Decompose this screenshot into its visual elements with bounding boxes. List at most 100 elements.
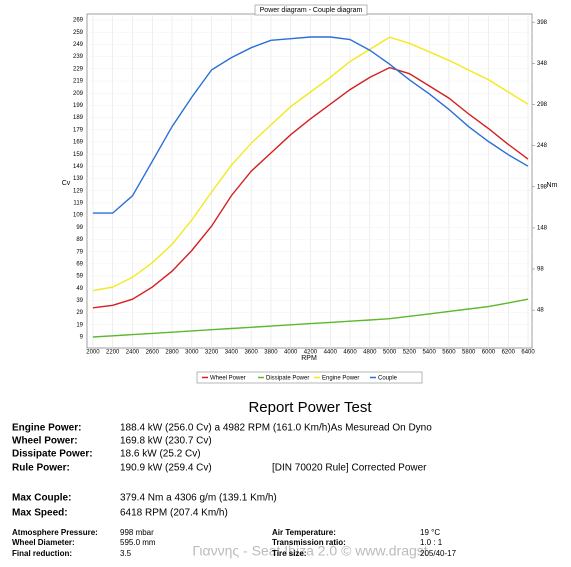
report-label: Engine Power: [12, 423, 81, 434]
x-tick-label: 6200 [502, 350, 516, 356]
y-tick-label: 49 [76, 286, 83, 292]
y2-tick-label: 248 [537, 143, 548, 149]
x-tick-label: 6000 [482, 350, 496, 356]
condition-label: Wheel Diameter: [12, 538, 75, 547]
series-line [92, 36, 529, 214]
y-tick-label: 119 [73, 201, 83, 207]
y-tick-label: 89 [76, 237, 83, 243]
report-label: Max Couple: [12, 493, 71, 504]
x-tick-label: 2400 [126, 350, 140, 356]
x-tick-label: 2000 [86, 350, 100, 356]
report-value: [DIN 70020 Rule] Corrected Power [272, 463, 427, 474]
series-line [92, 66, 529, 309]
condition-label: Atmosphere Pressure: [12, 528, 98, 537]
condition-label: Tire size: [272, 549, 307, 558]
report-label: Rule Power: [12, 463, 70, 474]
y2-tick-label: 298 [537, 102, 548, 108]
y-tick-label: 19 [76, 322, 83, 328]
y2-tick-label: 198 [537, 184, 548, 190]
y-tick-label: 99 [76, 225, 83, 231]
x-tick-label: 4600 [343, 350, 357, 356]
legend-box [196, 371, 423, 384]
y-tick-label: 219 [73, 79, 84, 85]
title-box [254, 4, 368, 16]
report-value: 379.4 Nm a 4306 g/m (139.1 Km/h) [120, 493, 277, 504]
y-tick-label: 179 [73, 127, 84, 133]
condition-label: Air Temperature: [272, 528, 336, 537]
x-tick-label: 3800 [264, 350, 278, 356]
legend-label: Engine Power [322, 376, 359, 382]
y-tick-label: 9 [80, 335, 84, 341]
series-line [92, 298, 529, 338]
x-tick-label: 5400 [422, 350, 436, 356]
condition-label: Transmission ratio: [272, 538, 346, 547]
y-tick-label: 149 [73, 164, 84, 170]
y2-tick-label: 98 [537, 267, 544, 273]
x-tick-label: 2800 [165, 350, 179, 356]
report-title: Report Power Test [248, 399, 372, 416]
chart-title: Power diagram - Couple diagram [260, 7, 363, 14]
condition-value: 595.0 mm [120, 538, 156, 547]
x-tick-label: 4200 [304, 350, 318, 356]
y-tick-label: 69 [76, 261, 83, 267]
report-label: Wheel Power: [12, 436, 78, 447]
y2-axis-label: Nm [547, 182, 558, 189]
y-tick-label: 239 [73, 54, 84, 60]
legend-label: Couple [378, 376, 398, 382]
plot-frame [86, 13, 533, 349]
x-tick-label: 3400 [225, 350, 239, 356]
y-tick-label: 269 [73, 18, 84, 24]
report-value: 6418 RPM (207.4 Km/h) [120, 508, 228, 519]
y-tick-label: 59 [76, 274, 83, 280]
x-tick-label: 4400 [324, 350, 338, 356]
legend-label: Dissipate Power [266, 376, 309, 382]
legend-label: Wheel Power [210, 376, 246, 382]
x-tick-label: 5000 [383, 350, 397, 356]
y-tick-label: 259 [73, 30, 84, 36]
y2-tick-label: 348 [537, 61, 548, 67]
x-tick-label: 6400 [521, 350, 535, 356]
y-tick-label: 209 [73, 91, 84, 97]
y-tick-label: 129 [73, 188, 84, 194]
y-tick-label: 79 [76, 249, 83, 255]
series-line [92, 36, 529, 292]
x-tick-label: 3200 [205, 350, 219, 356]
y-tick-label: 39 [76, 298, 83, 304]
condition-label: Final reduction: [12, 549, 72, 558]
condition-value: 998 mbar [120, 528, 154, 537]
y-tick-label: 229 [73, 66, 84, 72]
y2-tick-label: 148 [537, 225, 548, 231]
condition-value: 205/40-17 [420, 549, 457, 558]
x-tick-label: 2200 [106, 350, 120, 356]
report-label: Dissipate Power: [12, 449, 93, 460]
x-tick-label: 5800 [462, 350, 476, 356]
y-tick-label: 189 [73, 115, 84, 121]
x-tick-label: 5200 [403, 350, 417, 356]
y-tick-label: 29 [76, 310, 83, 316]
x-tick-label: 2600 [146, 350, 160, 356]
y-tick-label: 169 [73, 140, 84, 146]
x-tick-label: 4800 [363, 350, 377, 356]
y2-tick-label: 398 [537, 20, 548, 26]
condition-value: 1.0 : 1 [420, 538, 443, 547]
y-tick-label: 249 [73, 42, 84, 48]
x-tick-label: 3600 [244, 350, 258, 356]
x-tick-label: 4000 [284, 350, 298, 356]
report-value: 18.6 kW (25.2 Cv) [120, 449, 201, 460]
y-axis-label: Cv [62, 180, 71, 187]
y-tick-label: 109 [73, 213, 84, 219]
report-value: 190.9 kW (259.4 Cv) [120, 463, 212, 474]
condition-value: 19 °C [420, 528, 440, 537]
y-tick-label: 199 [73, 103, 84, 109]
watermark: Γιαννης - Seat Ibiza 2.0 © www.dragst [192, 543, 427, 559]
report-label: Max Speed: [12, 508, 68, 519]
report-value: 169.8 kW (230.7 Cv) [120, 436, 212, 447]
report-value: 188.4 kW (256.0 Cv) a 4982 RPM (161.0 Km… [120, 423, 432, 434]
y-tick-label: 139 [73, 176, 84, 182]
x-tick-label: 5600 [442, 350, 456, 356]
y2-tick-label: 48 [537, 308, 544, 314]
condition-value: 3.5 [120, 549, 132, 558]
x-axis-label: RPM [301, 355, 317, 362]
x-tick-label: 3000 [185, 350, 199, 356]
